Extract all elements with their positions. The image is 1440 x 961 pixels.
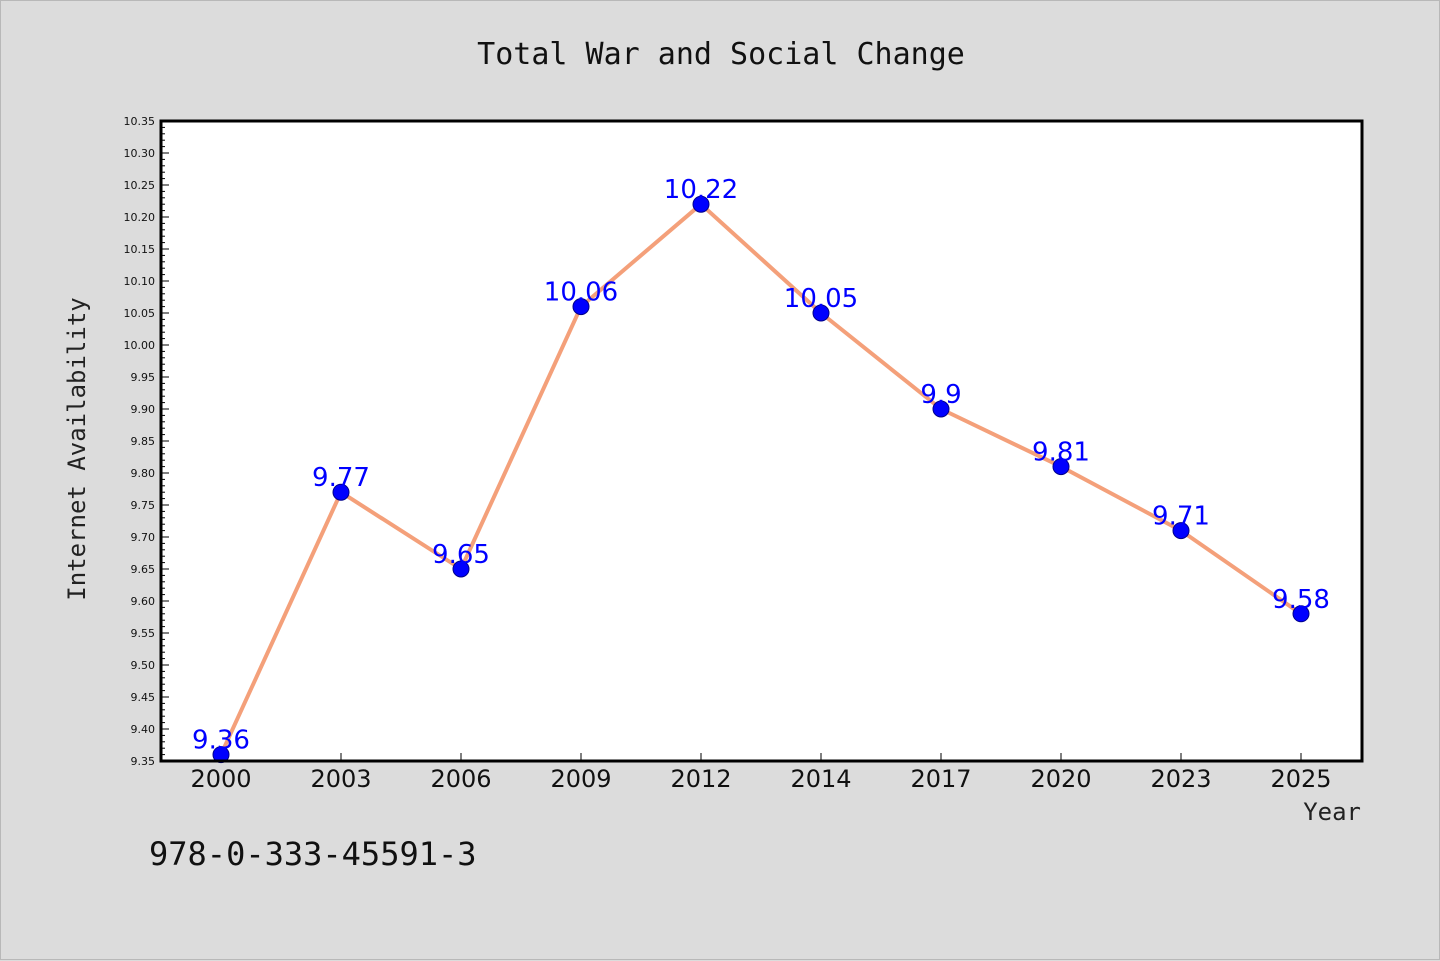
y-tick-label: 10.35: [124, 115, 156, 128]
series-markers: [212, 195, 1310, 764]
y-tick-label: 9.70: [131, 531, 156, 544]
data-point: [572, 298, 590, 316]
x-axis-ticks: 2000 2003 2006 2009 2012 2014 2017 2020 2023 2025: [190, 753, 1332, 793]
plot-area: [161, 121, 1362, 761]
y-tick-label: 10.25: [124, 179, 156, 192]
y-tick-label: 9.35: [131, 755, 156, 768]
y-tick-label: 9.45: [131, 691, 156, 704]
x-tick-label: 2000: [190, 765, 251, 793]
data-point: [212, 746, 230, 764]
data-point: [1292, 605, 1310, 623]
data-label: 9.9: [920, 380, 961, 410]
data-point: [692, 195, 710, 213]
data-label: 9.36: [192, 726, 250, 756]
y-tick-label: 10.10: [124, 275, 156, 288]
isbn-annotation: 978-0-333-45591-3: [149, 835, 477, 873]
data-label: 10.22: [664, 175, 738, 205]
y-tick-label: 9.65: [131, 563, 156, 576]
data-label: 9.65: [432, 540, 490, 570]
y-tick-label: 9.50: [131, 659, 156, 672]
x-tick-label: 2009: [550, 765, 611, 793]
y-tick-label: 9.75: [131, 499, 156, 512]
x-tick-label: 2003: [310, 765, 371, 793]
y-tick-label: 10.15: [124, 243, 156, 256]
data-point: [1052, 458, 1070, 476]
x-tick-label: 2020: [1030, 765, 1091, 793]
data-label: 9.77: [312, 463, 370, 493]
data-point: [332, 483, 350, 501]
x-tick-label: 2017: [910, 765, 971, 793]
series-line: [219, 202, 1303, 757]
y-tick-label: 9.55: [131, 627, 156, 640]
x-tick-label: 2014: [790, 765, 851, 793]
y-tick-label: 10.00: [124, 339, 156, 352]
y-tick-label: 9.40: [131, 723, 156, 736]
data-label: 10.05: [784, 284, 858, 314]
data-label: 9.58: [1272, 585, 1330, 615]
y-tick-label: 9.90: [131, 403, 156, 416]
data-label: 9.71: [1152, 502, 1210, 532]
data-point: [812, 304, 830, 322]
x-tick-label: 2012: [670, 765, 731, 793]
x-axis-label: Year: [1303, 798, 1361, 826]
x-tick-label: 2006: [430, 765, 491, 793]
chart-title: Total War and Social Change: [477, 37, 965, 72]
data-point: [1172, 522, 1190, 540]
data-point: [932, 400, 950, 418]
y-tick-label: 10.30: [124, 147, 156, 160]
y-tick-label: 10.20: [124, 211, 156, 224]
x-tick-label: 2023: [1150, 765, 1211, 793]
y-axis-label: Internet Availability: [63, 297, 91, 600]
plot-frame: [159, 119, 1364, 763]
y-tick-label: 10.05: [124, 307, 156, 320]
data-point: [452, 560, 470, 578]
data-labels: 9.36 9.77 9.65 10.06 10.22 10.05 9.9 9.81 9.71 9.…: [192, 175, 1330, 755]
data-label: 10.06: [544, 278, 618, 308]
y-tick-label: 9.85: [131, 435, 156, 448]
y-tick-label: 9.80: [131, 467, 156, 480]
y-tick-label: 9.95: [131, 371, 156, 384]
data-label: 9.81: [1032, 438, 1090, 468]
x-tick-label: 2025: [1270, 765, 1331, 793]
y-tick-label: 9.60: [131, 595, 156, 608]
